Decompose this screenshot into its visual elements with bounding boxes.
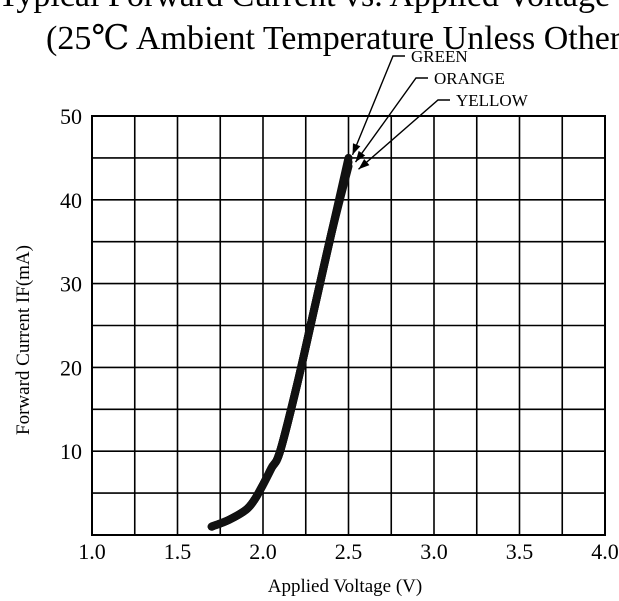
legend-arrow-green bbox=[352, 143, 361, 155]
legend-leader-orange bbox=[354, 77, 428, 163]
legend-label-orange: ORANGE bbox=[434, 69, 505, 88]
legend-label-green: GREEN bbox=[411, 47, 468, 66]
x-axis-label: Applied Voltage (V) bbox=[268, 576, 422, 597]
legend-leader-green bbox=[351, 55, 405, 156]
x-tick-label-5: 3.5 bbox=[506, 539, 534, 564]
legend: GREEN ORANGE YELLOW bbox=[351, 47, 529, 170]
y-axis-ticks: 10 20 30 40 50 bbox=[60, 104, 82, 464]
x-tick-label-4: 3.0 bbox=[420, 539, 448, 564]
x-tick-label-0: 1.0 bbox=[78, 539, 106, 564]
plot-frame bbox=[91, 115, 606, 536]
x-tick-label-2: 2.0 bbox=[249, 539, 277, 564]
series-curve-orange bbox=[207, 158, 353, 531]
chart-title-line2: (25℃ Ambient Temperature Unless Otherwis… bbox=[46, 20, 619, 57]
y-tick-label-0: 10 bbox=[60, 439, 82, 464]
chart-title-line1: Typical Forward Current vs. Applied Volt… bbox=[0, 0, 610, 14]
legend-leader-yellow bbox=[358, 99, 450, 170]
legend-arrow-orange bbox=[355, 150, 366, 163]
series-curve-green bbox=[207, 153, 353, 531]
series-group bbox=[207, 153, 353, 531]
series-curve-yellow bbox=[207, 162, 353, 531]
y-tick-label-4: 50 bbox=[60, 104, 82, 129]
y-tick-label-2: 30 bbox=[60, 272, 82, 297]
x-tick-label-3: 2.5 bbox=[335, 539, 363, 564]
x-tick-label-1: 1.5 bbox=[164, 539, 192, 564]
x-axis-ticks: 1.0 1.5 2.0 2.5 3.0 3.5 4.0 bbox=[78, 539, 619, 564]
y-tick-label-1: 20 bbox=[60, 355, 82, 380]
x-tick-label-6: 4.0 bbox=[591, 539, 619, 564]
y-axis-label: Forward Current IF(mA) bbox=[13, 245, 34, 435]
legend-arrow-yellow bbox=[358, 159, 370, 170]
y-tick-label-3: 40 bbox=[60, 188, 82, 213]
legend-label-yellow: YELLOW bbox=[456, 91, 529, 110]
